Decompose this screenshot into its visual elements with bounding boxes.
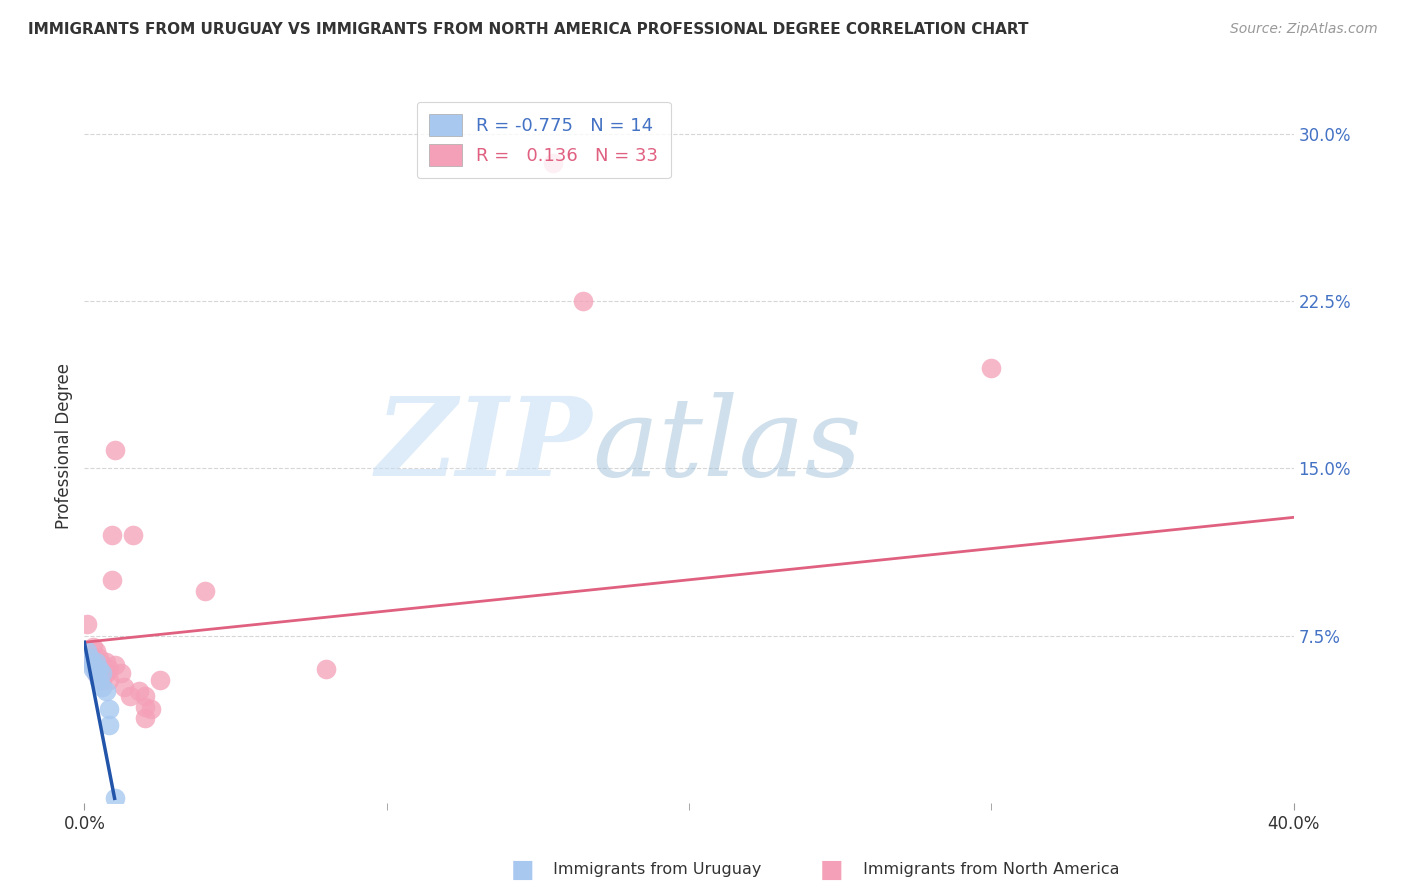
Text: Immigrants from Uruguay: Immigrants from Uruguay: [548, 863, 762, 877]
Text: Immigrants from North America: Immigrants from North America: [858, 863, 1119, 877]
Point: [97, 702, 120, 716]
Point: [86, 666, 108, 681]
Point: [91, 673, 114, 687]
Text: IMMIGRANTS FROM URUGUAY VS IMMIGRANTS FROM NORTH AMERICA PROFESSIONAL DEGREE COR: IMMIGRANTS FROM URUGUAY VS IMMIGRANTS FR…: [28, 22, 1029, 37]
Point: [100, 528, 122, 542]
Point: [134, 689, 156, 703]
Point: [86, 666, 108, 681]
Point: [89, 673, 111, 687]
Point: [104, 443, 127, 458]
Point: [110, 666, 132, 681]
Point: [104, 791, 127, 805]
Point: [100, 573, 122, 587]
Point: [94, 655, 117, 669]
Point: [94, 666, 117, 681]
Point: [79, 651, 101, 665]
Point: [97, 673, 120, 687]
Point: [315, 662, 337, 676]
Point: [97, 662, 120, 676]
Point: [134, 699, 156, 714]
Point: [980, 360, 1002, 375]
Point: [91, 666, 114, 681]
Point: [86, 655, 108, 669]
Point: [89, 662, 111, 676]
Point: [91, 680, 114, 694]
Point: [76, 617, 98, 632]
Text: Source: ZipAtlas.com: Source: ZipAtlas.com: [1230, 22, 1378, 37]
Point: [112, 680, 135, 694]
Point: [91, 657, 114, 672]
Point: [118, 689, 141, 703]
Point: [76, 644, 98, 658]
Point: [134, 711, 156, 725]
Y-axis label: Professional Degree: Professional Degree: [55, 363, 73, 529]
Text: ■: ■: [820, 858, 844, 881]
Text: ■: ■: [510, 858, 534, 881]
Text: ZIP: ZIP: [375, 392, 592, 500]
Point: [104, 657, 127, 672]
Point: [541, 155, 564, 169]
Point: [97, 717, 120, 731]
Point: [139, 702, 162, 716]
Point: [572, 293, 595, 308]
Point: [121, 528, 143, 542]
Legend: R = -0.775   N = 14, R =   0.136   N = 33: R = -0.775 N = 14, R = 0.136 N = 33: [416, 102, 671, 178]
Point: [82, 662, 104, 676]
Point: [79, 651, 101, 665]
Point: [86, 644, 108, 658]
Point: [82, 657, 104, 672]
Point: [89, 651, 111, 665]
Text: atlas: atlas: [592, 392, 862, 500]
Point: [128, 684, 150, 698]
Point: [89, 662, 111, 676]
Point: [82, 640, 104, 654]
Point: [149, 673, 172, 687]
Point: [194, 583, 217, 598]
Point: [94, 684, 117, 698]
Point: [82, 657, 104, 672]
